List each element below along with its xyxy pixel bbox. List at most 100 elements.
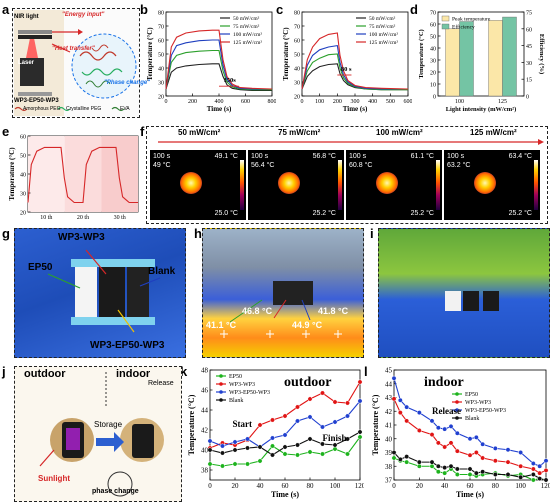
tile-center-temp: 49 °C [153, 162, 171, 169]
chart-c: 20 30 40 50 60 70 80 0 100 200 300 400 500 600 Time (s… [282, 11, 413, 114]
annotation-finish: Finish [323, 433, 347, 443]
x-tick-label: 500 [386, 99, 395, 105]
data-point [207, 461, 213, 467]
x-tick-label: 60 [467, 482, 475, 490]
data-point [320, 441, 325, 447]
h-samples [273, 281, 313, 305]
data-point [404, 404, 410, 410]
y2-tick-label: 15 [526, 78, 532, 84]
data-point [295, 452, 300, 458]
y-tick-label: 30 [20, 192, 26, 198]
series-line-0 [27, 146, 138, 204]
data-point [320, 451, 325, 457]
panel-label-k: k [180, 364, 188, 379]
storage-arrow [96, 432, 124, 452]
data-point [332, 419, 338, 425]
sunlight-ray [39, 449, 55, 467]
plot-frame [437, 11, 525, 97]
g-arrow-wp3 [85, 249, 107, 275]
energy-input-label: "Energy input" [62, 12, 105, 18]
intensity-arrowhead [538, 139, 544, 145]
series-line-2 [165, 39, 272, 90]
panel-j-illustration [39, 372, 164, 497]
data-point [307, 436, 313, 442]
y-axis-label: Temperature (°C) [8, 147, 16, 201]
y-tick-label: 46 [201, 387, 209, 395]
heat-transfer-label: "Heat transfer" [52, 46, 95, 52]
data-point [207, 438, 213, 444]
data-point [480, 441, 486, 447]
hot-spot [180, 172, 202, 194]
data-point [320, 424, 325, 430]
nir-label: NIR light [14, 14, 39, 20]
data-point [530, 477, 536, 483]
y-tick-label: 60 [294, 39, 300, 45]
y-tick-label: 44 [201, 407, 209, 415]
data-point [207, 447, 213, 453]
data-point [404, 454, 410, 460]
data-point [518, 450, 524, 455]
panel-label-h: h [194, 226, 202, 241]
panel-label-e: e [2, 124, 10, 139]
x-tick-label: 200 [188, 99, 197, 105]
panel-h-markers [220, 299, 342, 338]
data-point [282, 413, 288, 419]
data-point [397, 456, 403, 462]
y-axis-label: Temperature (°C) [371, 394, 380, 455]
h-readout-4: 41.8 °C [318, 306, 349, 316]
y-tick-label: 70 [158, 25, 164, 31]
data-point [480, 455, 486, 461]
data-point [282, 432, 288, 438]
y2-tick-label: 60 [526, 27, 532, 33]
data-point [295, 418, 300, 424]
tile-center-temp: 60.8 °C [349, 162, 373, 169]
data-point [332, 399, 338, 405]
data-point [429, 459, 435, 465]
data-point [295, 404, 300, 410]
y-tick-label: 50 [430, 35, 436, 41]
legend-marker-1 [455, 400, 459, 404]
tile-min-temp: 25.0 °C [214, 210, 238, 217]
data-point [345, 436, 350, 442]
data-point [282, 444, 288, 450]
legend-entry-0: EP50 [465, 392, 478, 398]
blank-strip [127, 265, 149, 319]
y-tick-label: 38 [201, 467, 209, 475]
x-tick-label: 600 [404, 99, 413, 105]
x-tick-label: 0 [392, 482, 396, 490]
legend-entry-1: 75 mW/cm² [369, 24, 396, 30]
h-crosshair-4 [334, 330, 342, 338]
eva-chain [85, 80, 111, 88]
panel-label-j: j [2, 364, 6, 379]
device-glow [66, 428, 80, 450]
colorbar [240, 160, 244, 210]
x-axis-label: Light intensity (mW/cm²) [446, 106, 517, 113]
x-tick-label: 200 [333, 99, 342, 105]
legend-entry-3: Blank [465, 416, 479, 422]
chart-e: 20 30 40 50 60 10 th 20 th 30 th Temperature (°C… [8, 135, 139, 221]
panel-label-c: c [276, 2, 284, 17]
data-point [416, 428, 422, 433]
y2-tick-label: 75 [526, 11, 532, 17]
data-point [307, 449, 313, 455]
tile-min-temp: 25.2 °C [508, 210, 532, 217]
y-tick-label: 40 [385, 435, 393, 443]
data-point [320, 390, 325, 396]
tile-max-temp: 61.1 °C [410, 153, 434, 160]
y-tick-label: 50 [158, 53, 164, 59]
wp3-wp3-strip [99, 265, 125, 319]
data-point [530, 472, 536, 477]
y-tick-label: 40 [20, 173, 26, 179]
legend-swatch-0 [441, 15, 450, 22]
data-point [416, 463, 422, 469]
energy-arrowhead [78, 29, 83, 35]
data-point [345, 413, 350, 419]
f-header-50: 50 mW/cm² [178, 128, 221, 137]
x-tick-label: 100 [315, 99, 324, 105]
f-header-100: 100 mW/cm² [376, 128, 423, 137]
legend-amorphous: Amorphous PEG [23, 106, 61, 112]
j-outdoor: outdoor [24, 368, 66, 380]
annotation-label: 150s [223, 77, 236, 84]
x-tick-label: 20 [416, 482, 424, 490]
